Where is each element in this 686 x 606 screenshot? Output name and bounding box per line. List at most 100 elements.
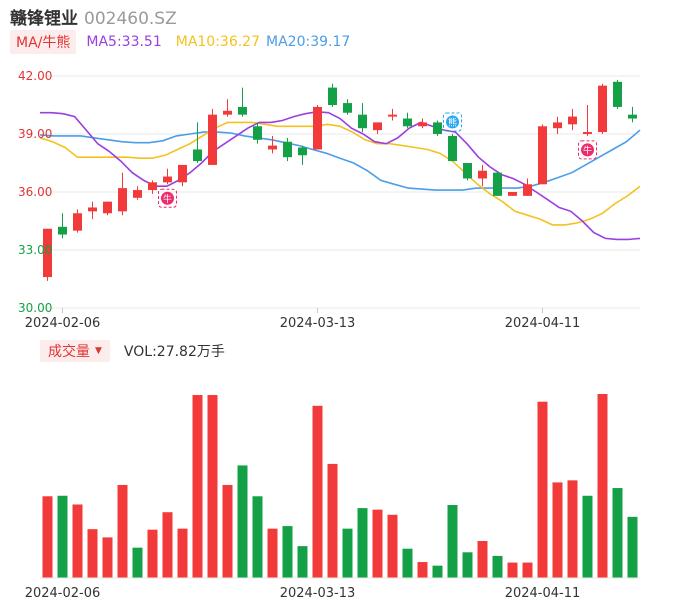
candle [373, 122, 382, 134]
candle [298, 145, 307, 165]
candle-body [553, 122, 562, 129]
candle [88, 201, 97, 220]
volume-bar [417, 562, 428, 578]
stock-code: 002460.SZ [84, 9, 177, 29]
ma10-label: MA10:36.27 [175, 34, 261, 50]
volume-bar [402, 548, 413, 578]
ma10-line [39, 121, 641, 226]
volume-bar [552, 482, 563, 578]
candle-body [448, 135, 457, 162]
candle [148, 180, 157, 194]
volume-bar [222, 484, 233, 578]
ma-legend: MA/牛熊 MA5:33.51 MA10:36.27 MA20:39.17 [10, 30, 350, 54]
volume-bar [372, 509, 383, 578]
candle-body [478, 170, 487, 179]
candle-body [178, 164, 187, 183]
candle [583, 105, 592, 136]
candlesticks [43, 79, 637, 281]
ma-bull-bear-toggle[interactable]: MA/牛熊 [10, 30, 77, 54]
candle [268, 135, 277, 154]
candle-body [583, 132, 592, 134]
volume-bar [627, 516, 638, 578]
candle-body [43, 228, 52, 278]
candle [73, 209, 82, 233]
volume-bar [597, 394, 608, 578]
candle [283, 137, 292, 162]
y-tick-label: 30.00 [18, 301, 52, 315]
badge-dot [446, 115, 459, 129]
volume-bar [177, 528, 188, 578]
ma20-label: MA20:39.17 [266, 34, 351, 50]
candle-body [538, 126, 547, 185]
x-tick-label: 2024-03-13 [280, 586, 356, 601]
volume-bar [162, 512, 173, 578]
candle-body [88, 207, 97, 212]
volume-bar [387, 514, 398, 578]
volume-bar [327, 463, 338, 578]
bull-badge: 牛 [158, 188, 177, 208]
candle-body [268, 145, 277, 150]
volume-bar [192, 395, 203, 578]
volume-bar [507, 562, 518, 578]
volume-bar [42, 496, 53, 578]
volume-bar [567, 480, 578, 578]
candle-body [58, 226, 67, 235]
candle [508, 192, 517, 196]
candle [493, 172, 502, 196]
x-tick-label: 2024-03-13 [280, 316, 356, 331]
volume-bar [447, 505, 458, 578]
volume-indicator-dropdown[interactable]: 成交量 ▼ [40, 340, 110, 362]
badge-label: 牛 [583, 144, 592, 156]
bull-bear-badges: 牛 熊牛 [158, 112, 597, 208]
y-tick-label: 39.00 [18, 127, 52, 141]
badge-label: 熊 [448, 117, 457, 129]
moving-average-lines [39, 110, 641, 241]
candle [133, 186, 142, 200]
candle [628, 106, 637, 123]
candle-body [253, 126, 262, 140]
candle-body [223, 110, 232, 115]
candle-body [73, 213, 82, 231]
candle [328, 83, 337, 107]
candle-body [508, 192, 517, 196]
volume-bar [357, 508, 368, 578]
volume-bar [207, 395, 218, 578]
candle-body [283, 141, 292, 158]
volume-bar [117, 484, 128, 578]
y-tick-label: 33.00 [18, 243, 52, 257]
y-tick-label: 42.00 [18, 69, 52, 83]
candle [343, 99, 352, 115]
candle [358, 103, 367, 133]
candle [163, 168, 172, 185]
volume-bar [282, 526, 293, 578]
badge-frame [443, 112, 462, 132]
ma20-line [39, 129, 641, 191]
volume-bar [132, 547, 143, 578]
candle-body [418, 122, 427, 127]
candle [313, 105, 322, 150]
candle [478, 164, 487, 187]
candle-body [433, 122, 442, 134]
volume-bar [612, 488, 623, 578]
price-axis: 42.00 39.00 36.00 33.00 30.00 [18, 69, 52, 315]
caret-down-icon: ▼ [95, 346, 102, 356]
candle-body [118, 188, 127, 212]
candle-body [193, 149, 202, 162]
candle [418, 118, 427, 129]
volume-bar [432, 565, 443, 578]
volume-bar [582, 495, 593, 578]
candle [118, 172, 127, 216]
candle-body [568, 116, 577, 125]
candle-body [163, 176, 172, 183]
candle [178, 164, 187, 187]
price-gridlines [40, 75, 640, 309]
x-tick-label: 2024-02-06 [25, 316, 101, 331]
badge-frame [158, 188, 177, 208]
candle-body [463, 163, 472, 179]
candle-body [328, 87, 337, 105]
candle [568, 108, 577, 131]
candle [208, 108, 217, 165]
candle [193, 122, 202, 163]
candle [253, 122, 262, 144]
